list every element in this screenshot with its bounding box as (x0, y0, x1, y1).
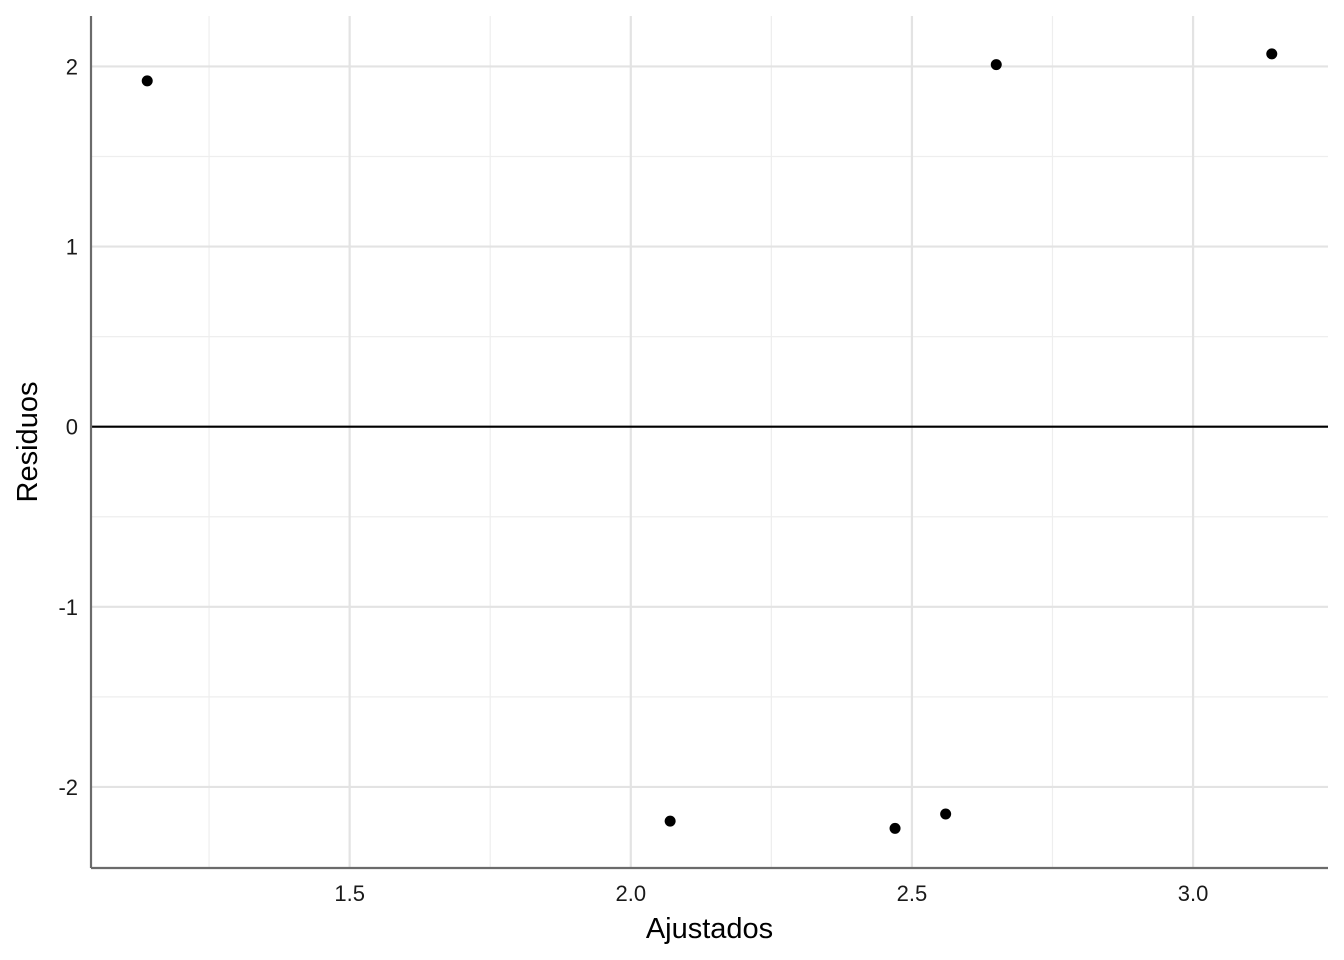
y-tick-labels: -2 -1 0 1 2 (58, 54, 78, 800)
y-tick-label-1: -1 (58, 595, 78, 620)
y-tick-label-0: -2 (58, 775, 78, 800)
data-point-0 (141, 75, 153, 87)
data-point-1 (664, 815, 676, 827)
data-point-5 (1266, 48, 1278, 60)
major-gridlines (91, 16, 1328, 868)
y-tick-label-2: 0 (66, 415, 78, 440)
y-axis-title: Residuos (12, 382, 44, 503)
data-points (141, 48, 1278, 834)
x-tick-label-1: 2.0 (615, 881, 646, 906)
y-tick-label-3: 1 (66, 235, 78, 260)
x-tick-label-0: 1.5 (334, 881, 365, 906)
x-tick-labels: 1.5 2.0 2.5 3.0 (334, 881, 1208, 906)
data-point-2 (889, 822, 901, 834)
data-point-3 (940, 808, 952, 820)
y-tick-label-4: 2 (66, 54, 78, 79)
x-tick-label-2: 2.5 (897, 881, 928, 906)
x-tick-label-3: 3.0 (1178, 881, 1209, 906)
minor-gridlines (91, 16, 1328, 868)
x-axis-title: Ajustados (646, 913, 773, 945)
data-point-4 (990, 59, 1002, 71)
